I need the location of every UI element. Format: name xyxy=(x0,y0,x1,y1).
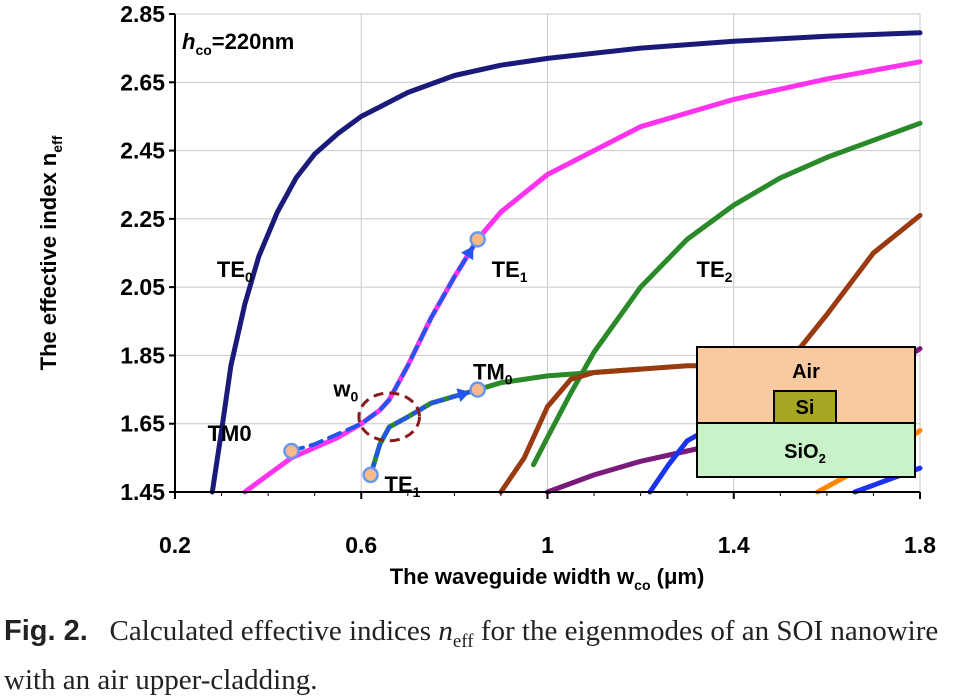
series-line-te0 xyxy=(209,30,923,495)
caption-n-sub: eff xyxy=(452,630,474,652)
mode-marker xyxy=(469,381,486,398)
y-tick-label: 1.85 xyxy=(120,342,165,368)
mode-label: TE2 xyxy=(697,257,733,285)
cross-section-inset: Air Si SiO2 xyxy=(696,346,916,478)
y-tick-label: 1.65 xyxy=(120,411,165,437)
y-axis-title: The effective index neff xyxy=(36,135,65,370)
caption-label: Fig. 2. xyxy=(4,615,88,647)
inset-si-label: Si xyxy=(796,397,815,419)
x-tick-label: 0.6 xyxy=(345,532,377,558)
conversion-path xyxy=(289,237,480,453)
inset-sio2-label: SiO2 xyxy=(784,441,826,466)
inset-air-label: Air xyxy=(792,361,820,383)
mode-marker xyxy=(362,466,379,484)
effective-index-chart: 1.45 1.65 1.85 2.05 2.25 2.45 2.65 2.85 0.2 0.6 1… xyxy=(36,1,936,593)
mode-marker xyxy=(283,442,300,460)
mode-label: TM0 xyxy=(208,421,252,446)
series-line-te2 xyxy=(531,120,923,468)
y-tick-label: 2.05 xyxy=(120,274,165,300)
caption-text-2: for the eigenmodes of an SOI nanowire wi… xyxy=(4,615,939,696)
conversion-path xyxy=(368,387,480,477)
figure-caption: Fig. 2. Calculated effective indices nef… xyxy=(4,612,966,699)
x-tick-label: 0.2 xyxy=(159,532,191,558)
x-tick-label: 1.8 xyxy=(904,532,936,558)
w0-ellipse xyxy=(357,391,421,443)
y-tick-labels: 1.45 1.65 1.85 2.05 2.25 2.45 2.65 2.85 xyxy=(120,1,175,505)
mode-markers xyxy=(283,231,486,484)
caption-n: n xyxy=(438,615,453,647)
w0-region-ellipse xyxy=(357,391,421,443)
x-tick-label: 1.4 xyxy=(718,532,750,558)
mode-annotations: TE0 TE1 TE2 TM0 TM0 w0 TE1 xyxy=(208,257,733,500)
x-tick-label: 1 xyxy=(541,532,554,558)
mode-label: TE1 xyxy=(492,257,528,285)
inset-si-core xyxy=(773,390,837,424)
mode-label: TE0 xyxy=(217,257,253,285)
conversion-paths xyxy=(289,237,480,477)
mode-label: w0 xyxy=(332,376,358,404)
mode-marker xyxy=(469,231,486,248)
series-line-te1 xyxy=(242,59,923,495)
inset-sio2-region xyxy=(696,422,916,478)
x-tick-labels: 0.2 0.6 1 1.4 1.8 xyxy=(159,492,936,558)
series-line-brown xyxy=(498,212,923,495)
y-tick-label: 2.45 xyxy=(120,138,165,164)
caption-text-1: Calculated effective indices xyxy=(109,615,439,647)
y-tick-label: 1.45 xyxy=(120,479,165,505)
thickness-label: hco=220nm xyxy=(182,29,294,58)
y-tick-label: 2.85 xyxy=(120,1,165,27)
x-axis-title: The waveguide width wco (μm) xyxy=(390,564,705,593)
mode-label: TE1 xyxy=(385,472,421,500)
y-tick-label: 2.65 xyxy=(120,69,165,95)
y-tick-label: 2.25 xyxy=(120,206,165,232)
conversion-arrowhead xyxy=(456,388,470,403)
conversion-arrowhead xyxy=(461,246,474,261)
mode-label: TM0 xyxy=(473,359,513,387)
